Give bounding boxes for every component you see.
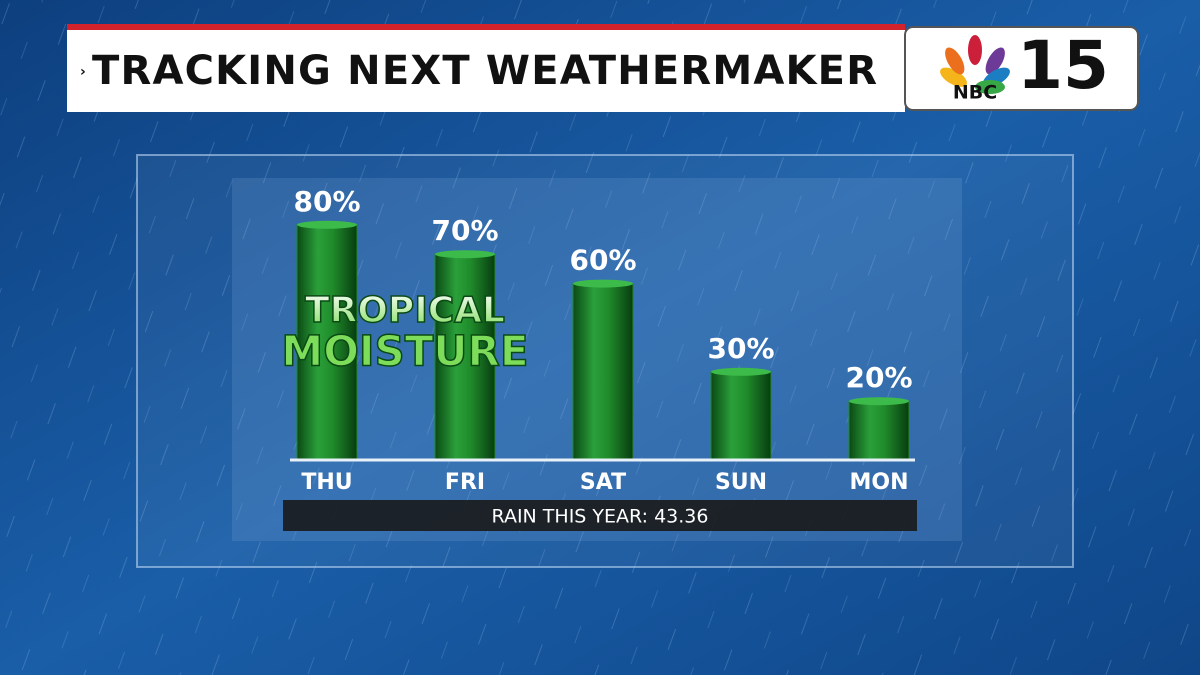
logo-channel: 15 bbox=[1017, 27, 1109, 104]
category-label: SUN bbox=[715, 470, 767, 495]
bar-cap bbox=[573, 279, 633, 288]
logo-network: NBC bbox=[953, 82, 997, 104]
chart: 80% THU 70% FRI 60% SAT 30% SUN 20% MON TROPICALMO… bbox=[281, 185, 915, 495]
bar-cap bbox=[711, 367, 771, 376]
header-title: TRACKING NEXT WEATHERMAKER bbox=[92, 48, 877, 94]
chevron: › bbox=[80, 64, 86, 80]
bar-cap bbox=[849, 397, 909, 406]
category-label: FRI bbox=[445, 470, 485, 495]
bar bbox=[710, 371, 772, 461]
bar bbox=[848, 400, 910, 461]
logo-box bbox=[904, 26, 1139, 111]
annotation: TROPICAL bbox=[305, 290, 505, 331]
value-label: 60% bbox=[569, 244, 636, 277]
footer-bar bbox=[283, 500, 917, 531]
annotation: MOISTURE bbox=[281, 327, 528, 376]
category-label: MON bbox=[849, 470, 908, 495]
category-label: THU bbox=[301, 470, 352, 495]
footer-text: RAIN THIS YEAR: 43.36 bbox=[492, 506, 709, 528]
value-label: 80% bbox=[293, 185, 360, 218]
bar-cap bbox=[435, 250, 495, 259]
peacock bbox=[940, 35, 1010, 94]
bar bbox=[434, 253, 496, 461]
header-accent bbox=[67, 24, 905, 30]
value-label: 30% bbox=[707, 332, 774, 365]
bar bbox=[572, 283, 634, 461]
category-label: SAT bbox=[580, 470, 626, 495]
value-label: 20% bbox=[845, 361, 912, 394]
bar-cap bbox=[297, 220, 357, 229]
header-bar bbox=[67, 30, 905, 112]
value-label: 70% bbox=[431, 214, 498, 247]
